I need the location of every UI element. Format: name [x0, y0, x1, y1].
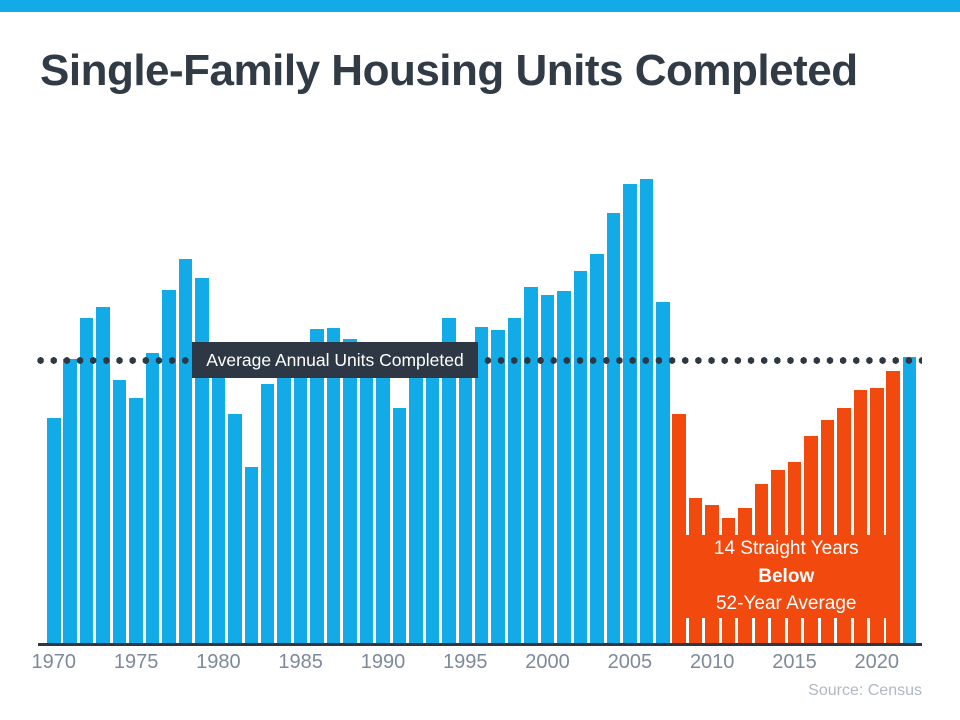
- bar-1994: [442, 318, 456, 644]
- bar-2022: [902, 357, 917, 644]
- bar-1973: [96, 307, 110, 644]
- bar-1987: [326, 328, 341, 644]
- bar-1970: [47, 418, 61, 644]
- x-tick-label-1970: 1970: [31, 651, 77, 673]
- bar-2003: [590, 254, 604, 644]
- bar-1992: [409, 373, 423, 644]
- bar-1999: [524, 287, 538, 644]
- bar-1978: [178, 259, 193, 644]
- chart-title: Single-Family Housing Units Completed: [40, 46, 858, 95]
- bar-1995: [458, 344, 472, 644]
- x-tick-label-2010: 2010: [689, 651, 735, 673]
- x-tick-label-1985: 1985: [278, 651, 323, 673]
- bar-2006: [639, 179, 654, 644]
- bar-1997: [491, 330, 505, 644]
- x-tick-label-1975: 1975: [113, 651, 159, 673]
- bar-2004: [606, 213, 621, 644]
- bar-1975: [129, 398, 143, 644]
- annotation-line-3: 52-Year Average: [715, 593, 857, 615]
- annotation-line-2: Below: [758, 565, 815, 587]
- bar-1996: [474, 327, 489, 644]
- x-tick-label-2020: 2020: [854, 651, 900, 673]
- bar-1988: [343, 339, 357, 644]
- x-tick-label-2000: 2000: [525, 651, 570, 673]
- bar-1983: [260, 384, 275, 644]
- bar-1991: [392, 408, 407, 644]
- bar-1998: [507, 318, 522, 644]
- average-label-text: Average Annual Units Completed: [206, 349, 464, 370]
- average-dotted-line: [34, 356, 922, 364]
- x-tick-label-2005: 2005: [607, 651, 653, 673]
- bar-1980: [211, 375, 226, 644]
- bar-1982: [244, 467, 259, 644]
- x-tick-label-2015: 2015: [772, 651, 817, 673]
- source-caption: Source: Census: [808, 682, 922, 699]
- x-tick-label-1990: 1990: [360, 651, 406, 673]
- bar-1974: [112, 380, 127, 644]
- bar-1972: [79, 318, 94, 644]
- bar-2007: [656, 302, 670, 644]
- bar-1976: [145, 353, 160, 644]
- bar-1989: [359, 356, 374, 644]
- bar-2002: [573, 271, 588, 644]
- average-label-box: Average Annual Units Completed: [192, 342, 478, 378]
- x-axis-line: [38, 643, 922, 646]
- bar-1986: [310, 329, 324, 644]
- bar-1977: [162, 290, 176, 644]
- bar-1979: [195, 278, 209, 644]
- below-average-annotation: 14 Straight Years Below 52-Year Average: [672, 535, 900, 618]
- annotation-line-1: 14 Straight Years: [713, 538, 859, 560]
- bar-2001: [557, 291, 571, 644]
- bar-2000: [540, 295, 555, 644]
- bar-2005: [623, 184, 637, 644]
- bar-1981: [228, 414, 242, 644]
- bar-1990: [376, 372, 390, 644]
- bar-1993: [425, 352, 440, 644]
- bar-1984: [277, 356, 291, 644]
- x-tick-label-1995: 1995: [443, 651, 488, 673]
- x-tick-label-1980: 1980: [196, 651, 241, 673]
- top-accent-bar: [0, 0, 960, 12]
- bar-1971: [63, 359, 77, 644]
- bar-1985: [293, 343, 308, 644]
